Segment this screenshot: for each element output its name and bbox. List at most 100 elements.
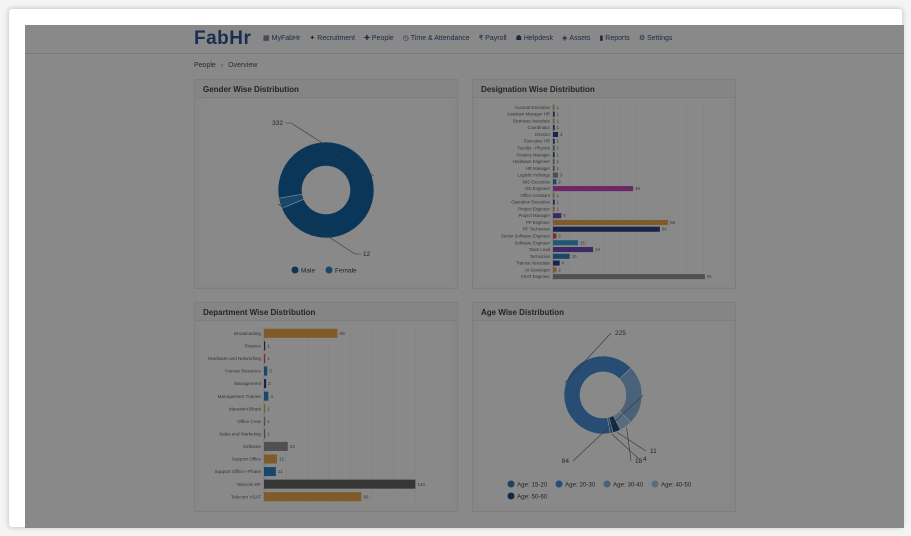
nav-item-label: Assets <box>569 34 591 42</box>
nav-item-settings[interactable]: ⚙ Settings <box>638 34 673 43</box>
nav-item-payroll[interactable]: ₹ Payroll <box>479 34 507 43</box>
bar <box>264 379 267 389</box>
breadcrumb-separator: › <box>220 62 224 69</box>
bar <box>553 125 555 131</box>
nav-item-myfabhr[interactable]: ▦ MyFabHr <box>263 34 300 43</box>
tick-label: Office Assistant <box>520 193 550 198</box>
bar <box>264 366 268 376</box>
legend-swatch <box>507 492 515 500</box>
tick-label: VSAT Engineer <box>521 274 551 279</box>
tick-label: Hardware Engineer <box>513 159 551 164</box>
legend-entry: Male <box>301 268 315 275</box>
breadcrumb-current: Overview <box>228 62 258 69</box>
bar <box>553 138 555 144</box>
bar <box>264 404 266 414</box>
data-label: 11 <box>278 469 283 474</box>
tick-label: MIS Executive <box>523 179 551 184</box>
tick-label: Support Office <box>232 457 262 462</box>
bar <box>264 479 416 489</box>
data-label: 24 <box>595 247 600 252</box>
nav-item-label: Reports <box>605 34 630 42</box>
legend-entry: Age: 30-40 <box>613 482 644 489</box>
data-label: 12 <box>363 251 371 258</box>
bar <box>553 274 705 280</box>
tick-label: Management Trainee <box>218 394 262 399</box>
tick-label: Broadcasting <box>234 331 261 336</box>
bar <box>553 206 555 212</box>
bar <box>553 213 562 219</box>
bar <box>553 118 555 124</box>
bar <box>553 260 560 266</box>
tick-label: Software Engineer <box>515 240 551 245</box>
data-label: 84 <box>562 458 570 465</box>
bar <box>553 219 669 225</box>
bar <box>553 226 660 232</box>
tick-label: OD Engineer <box>525 186 550 191</box>
tick-label: Technician <box>530 254 551 259</box>
tick-label: Project Engineer <box>518 206 550 211</box>
data-label: 18 <box>635 458 643 465</box>
data-label: 91 <box>707 274 712 279</box>
designation-card: Designation Wise Distribution Account Ex… <box>472 79 736 289</box>
nav-item-helpdesk[interactable]: ☗ Helpdesk <box>515 34 553 43</box>
bar <box>264 441 288 451</box>
nav-item-people[interactable]: ✚ People <box>364 34 394 43</box>
legend-swatch <box>651 480 659 488</box>
chart-background <box>479 322 729 505</box>
bar <box>264 416 266 426</box>
grid-icon: ▦ <box>263 35 270 42</box>
tick-label: Hardware and Networking <box>208 356 262 361</box>
bar <box>264 353 266 363</box>
top-navbar: FabHr ▦ MyFabHr ✦ Recruitment ✚ People ◷ Time &… <box>25 25 904 54</box>
nav-item-assets[interactable]: ◈ Assets <box>562 34 591 43</box>
data-label: 1 <box>267 356 270 361</box>
data-label: 90 <box>363 494 369 499</box>
tick-label: Project Manager <box>518 213 550 218</box>
tick-label: Logistic Incharge <box>518 173 551 178</box>
bar <box>553 159 555 165</box>
legend-entry: Age: 40-50 <box>661 482 692 489</box>
people-icon: ✚ <box>364 35 370 42</box>
nav-item-time-attendance[interactable]: ◷ Time & Attendance <box>403 34 470 43</box>
breadcrumb-root[interactable]: People <box>194 62 216 69</box>
data-label: 1 <box>267 431 270 436</box>
age-card: Age Wise Distribution 4 225 84 18 11 Age: 15-… <box>472 302 736 512</box>
helpdesk-icon: ☗ <box>515 35 522 42</box>
bar <box>553 104 555 110</box>
gender-card: Gender Wise Distribution 332 12 Male Female <box>194 79 458 289</box>
legend-entry: Age: 20-30 <box>565 482 596 489</box>
tick-label: Marasimi Bharti <box>229 406 261 411</box>
app-logo[interactable]: FabHr <box>194 28 252 49</box>
bar <box>553 267 557 273</box>
bar <box>264 391 269 401</box>
gear-icon: ⚙ <box>638 35 646 42</box>
legend-swatch <box>507 480 515 488</box>
bar <box>553 247 594 253</box>
legend-swatch <box>325 266 333 274</box>
tick-label: Account Executive <box>515 105 551 110</box>
bar <box>264 341 266 351</box>
legend-entry: Age: 15-20 <box>517 482 548 489</box>
data-label: 4 <box>643 456 647 463</box>
data-label: 140 <box>417 482 425 487</box>
tick-label: Support Office I-Phase <box>215 469 262 474</box>
tick-label: Sales and Marketing <box>219 431 261 436</box>
nav-item-reports[interactable]: ▮ Reports <box>599 34 630 43</box>
tick-label: Office Crew <box>237 419 262 424</box>
bar <box>264 492 362 502</box>
tick-label: Executive HR <box>524 139 550 144</box>
department-chart: Broadcasting 68 Finance 1 Hardware and Netwo… <box>201 322 451 505</box>
bar <box>264 454 277 464</box>
nav-item-label: Payroll <box>485 34 507 42</box>
nav-item-label: Settings <box>647 34 673 42</box>
data-label: 225 <box>615 330 626 337</box>
tick-label: HR Manager <box>526 166 551 171</box>
data-label: 11 <box>650 448 657 455</box>
data-label: 332 <box>272 120 283 127</box>
nav-item-recruitment[interactable]: ✦ Recruitment <box>309 34 355 43</box>
tick-label: Trainee Associate <box>516 261 551 266</box>
data-label: 4 <box>270 394 273 399</box>
data-label: 64 <box>662 227 667 232</box>
legend-swatch <box>603 480 611 488</box>
